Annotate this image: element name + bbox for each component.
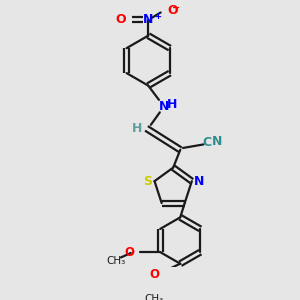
Text: N: N bbox=[194, 175, 204, 188]
Text: S: S bbox=[143, 175, 152, 188]
Text: N: N bbox=[143, 13, 153, 26]
Text: H: H bbox=[167, 98, 178, 111]
Text: O: O bbox=[150, 268, 160, 281]
Text: O: O bbox=[124, 246, 134, 259]
Text: N: N bbox=[212, 135, 222, 148]
Text: N: N bbox=[159, 100, 169, 113]
Text: H: H bbox=[132, 122, 143, 135]
Text: −: − bbox=[172, 3, 180, 13]
Text: O: O bbox=[167, 4, 178, 17]
Text: O: O bbox=[115, 13, 126, 26]
Text: CH₃: CH₃ bbox=[144, 294, 163, 300]
Text: CH₃: CH₃ bbox=[106, 256, 125, 266]
Text: +: + bbox=[154, 11, 161, 20]
Text: C: C bbox=[202, 136, 211, 149]
